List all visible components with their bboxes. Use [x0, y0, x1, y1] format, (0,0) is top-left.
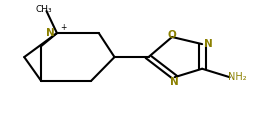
Text: CH₃: CH₃: [36, 5, 52, 14]
Text: N: N: [170, 77, 179, 87]
Text: O: O: [168, 30, 176, 40]
Text: N: N: [46, 28, 55, 38]
Text: NH₂: NH₂: [228, 72, 247, 82]
Text: N: N: [204, 39, 213, 49]
Text: +: +: [60, 23, 67, 32]
